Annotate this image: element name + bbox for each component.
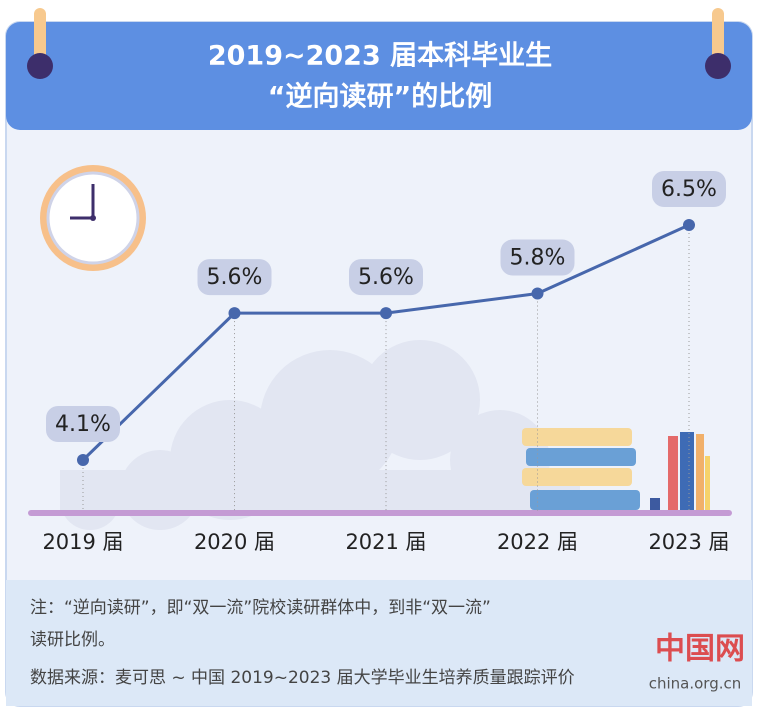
label-bubble	[652, 171, 726, 207]
point	[683, 219, 695, 231]
label-bubble	[349, 259, 423, 296]
books	[522, 428, 710, 510]
value-label: 5.8%	[510, 246, 566, 271]
point	[77, 454, 89, 466]
ring-hole	[27, 53, 53, 79]
point	[228, 307, 241, 320]
chart-subtitle: “逆向读研”的比例	[268, 81, 493, 113]
value-label: 4.1%	[55, 412, 111, 437]
note: 读研比例。	[30, 630, 115, 650]
label-bubble	[197, 259, 272, 296]
header	[6, 22, 752, 130]
watermark: 中国网	[655, 632, 745, 667]
clock	[40, 165, 146, 271]
footer-bg	[6, 580, 752, 706]
x-tick-label: 2020 届	[194, 530, 275, 554]
x-tick-label: 2019 届	[42, 530, 123, 554]
x-tick-label: 2021 届	[345, 530, 426, 554]
footer: 注：“逆向读研”，即“双一流”院校读研群体中，到非“双一流” 读研比例。 数据来…	[30, 598, 745, 693]
ring-hole	[705, 53, 731, 79]
point	[380, 307, 392, 320]
watermark: china.org.cn	[649, 675, 742, 693]
point	[531, 287, 544, 300]
ring	[712, 8, 724, 68]
baseline	[28, 510, 732, 516]
value-label: 5.6%	[358, 265, 414, 290]
ring	[34, 8, 46, 68]
source: 数据来源：麦可思 ~ 中国 2019~2023 届大学毕业生培养质量跟踪评价	[30, 668, 575, 688]
note: 注：“逆向读研”，即“双一流”院校读研群体中，到非“双一流”	[30, 598, 491, 618]
x-tick-label: 2023 届	[648, 530, 729, 554]
label-bubble	[500, 239, 575, 276]
x-tick-label: 2022 届	[497, 530, 578, 554]
label-bubble	[46, 406, 120, 442]
chart-title: 2019~2023 届本科毕业生	[208, 41, 552, 72]
value-label: 6.5%	[661, 177, 717, 202]
value-label: 5.6%	[207, 265, 263, 290]
